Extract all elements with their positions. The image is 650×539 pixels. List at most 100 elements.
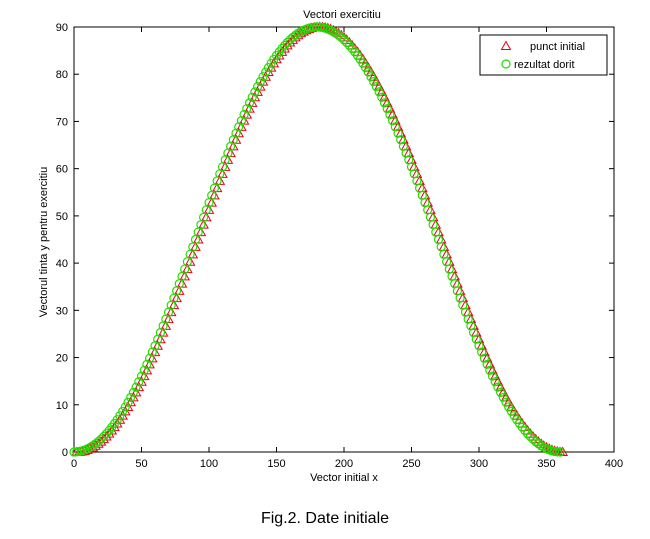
- point-rezultat-dorit: [374, 87, 384, 97]
- y-tick-label: 50: [56, 211, 68, 223]
- legend-label-rezultat-dorit: rezultat dorit: [514, 59, 575, 71]
- y-tick-label: 0: [62, 447, 68, 459]
- x-tick-label: 250: [402, 458, 420, 470]
- point-rezultat-dorit: [536, 441, 546, 451]
- point-rezultat-dorit: [487, 371, 498, 381]
- point-rezultat-dorit: [474, 341, 484, 351]
- y-axis-label: Vectorul tinta y pentru exercitiu: [38, 167, 50, 317]
- point-rezultat-dorit: [504, 402, 514, 412]
- point-rezultat-dorit: [479, 353, 489, 363]
- point-rezultat-dorit: [388, 116, 398, 126]
- plot-area: [73, 26, 615, 453]
- point-rezultat-dorit: [493, 382, 503, 392]
- point-rezultat-dorit: [120, 402, 130, 412]
- y-tick-label: 30: [56, 305, 68, 317]
- point-rezultat-dorit: [344, 40, 354, 50]
- y-tick-label: 90: [56, 22, 68, 34]
- point-rezultat-dorit: [234, 122, 244, 132]
- point-rezultat-dorit: [485, 365, 495, 375]
- point-rezultat-dorit: [334, 30, 344, 40]
- x-tick-label: 100: [200, 458, 218, 470]
- point-rezultat-dorit: [385, 109, 395, 120]
- point-rezultat-dorit: [96, 434, 106, 444]
- point-rezultat-dorit: [101, 429, 112, 439]
- y-tick-label: 80: [56, 69, 68, 81]
- legend-marker-rezultat-dorit: [501, 59, 511, 69]
- point-rezultat-dorit: [363, 67, 373, 77]
- point-rezultat-dorit: [382, 104, 392, 114]
- figure-caption: Fig.2. Date initiale: [260, 510, 390, 527]
- point-rezultat-dorit: [501, 397, 511, 407]
- x-tick-label: 400: [605, 458, 623, 470]
- point-rezultat-dorit: [255, 76, 265, 87]
- point-rezultat-dorit: [139, 365, 149, 375]
- x-tick-label: 350: [537, 458, 555, 470]
- point-rezultat-dorit: [282, 37, 292, 48]
- legend-label-punct-initial: punct initial: [530, 41, 585, 53]
- legend: punct initial rezultat dorit: [479, 34, 608, 76]
- point-rezultat-dorit: [293, 28, 303, 38]
- point-rezultat-dorit: [244, 98, 255, 108]
- x-tick-label: 300: [470, 458, 488, 470]
- point-rezultat-dorit: [136, 371, 147, 381]
- point-rezultat-dorit: [231, 128, 241, 138]
- point-rezultat-dorit: [242, 104, 252, 114]
- point-rezultat-dorit: [496, 387, 506, 397]
- x-tick-label: 150: [267, 458, 285, 470]
- point-rezultat-dorit: [371, 82, 381, 92]
- x-tick-label: 50: [135, 458, 147, 470]
- point-rezultat-dorit: [247, 92, 257, 102]
- axis-ticks: 0 50 100 150 200 250 300 350 400 0 10 20 30 40 50 60 70 8…: [56, 22, 623, 470]
- point-rezultat-dorit: [285, 35, 295, 45]
- point-rezultat-dorit: [126, 392, 136, 403]
- point-rezultat-dorit: [390, 122, 400, 132]
- x-tick-label: 0: [71, 458, 77, 470]
- point-rezultat-dorit: [90, 439, 101, 449]
- point-rezultat-dorit: [261, 67, 271, 77]
- point-rezultat-dorit: [258, 72, 268, 82]
- point-rezultat-dorit: [336, 32, 346, 43]
- data-series: [69, 21, 569, 457]
- legend-box: [479, 34, 608, 76]
- point-rezultat-dorit: [134, 377, 144, 387]
- chart-title: Vectori exercitiu: [303, 9, 381, 21]
- point-rezultat-dorit: [552, 447, 562, 457]
- point-rezultat-dorit: [379, 98, 390, 108]
- point-rezultat-dorit: [361, 62, 371, 73]
- y-tick-label: 10: [56, 400, 68, 412]
- point-rezultat-dorit: [280, 40, 290, 50]
- point-rezultat-dorit: [369, 76, 379, 87]
- point-rezultat-dorit: [123, 397, 133, 407]
- point-rezultat-dorit: [128, 387, 138, 397]
- point-rezultat-dorit: [147, 347, 157, 357]
- y-tick-label: 60: [56, 164, 68, 176]
- point-rezultat-dorit: [253, 82, 263, 92]
- point-rezultat-dorit: [525, 431, 535, 442]
- y-tick-label: 70: [56, 116, 68, 128]
- point-rezultat-dorit: [366, 72, 376, 82]
- y-tick-label: 20: [56, 353, 68, 365]
- point-rezultat-dorit: [277, 43, 287, 54]
- point-rezultat-dorit: [342, 37, 352, 48]
- point-rezultat-dorit: [131, 382, 141, 392]
- y-tick-label: 40: [56, 258, 68, 270]
- point-rezultat-dorit: [490, 377, 500, 387]
- point-rezultat-dorit: [93, 436, 103, 447]
- legend-marker-punct-initial: [500, 40, 512, 50]
- point-rezultat-dorit: [142, 359, 152, 370]
- point-rezultat-dorit: [555, 447, 565, 457]
- point-rezultat-dorit: [145, 353, 155, 363]
- x-tick-label: 200: [335, 458, 353, 470]
- point-rezultat-dorit: [377, 92, 387, 102]
- point-rezultat-dorit: [239, 109, 249, 120]
- point-rezultat-dorit: [117, 406, 128, 417]
- point-rezultat-dorit: [339, 35, 349, 45]
- x-axis-label: Vector initial x: [310, 472, 378, 484]
- point-rezultat-dorit: [99, 431, 109, 442]
- point-rezultat-dorit: [482, 359, 492, 370]
- point-rezultat-dorit: [528, 434, 538, 444]
- point-rezultat-dorit: [520, 425, 530, 436]
- point-rezultat-dorit: [498, 392, 508, 403]
- point-rezultat-dorit: [236, 116, 246, 126]
